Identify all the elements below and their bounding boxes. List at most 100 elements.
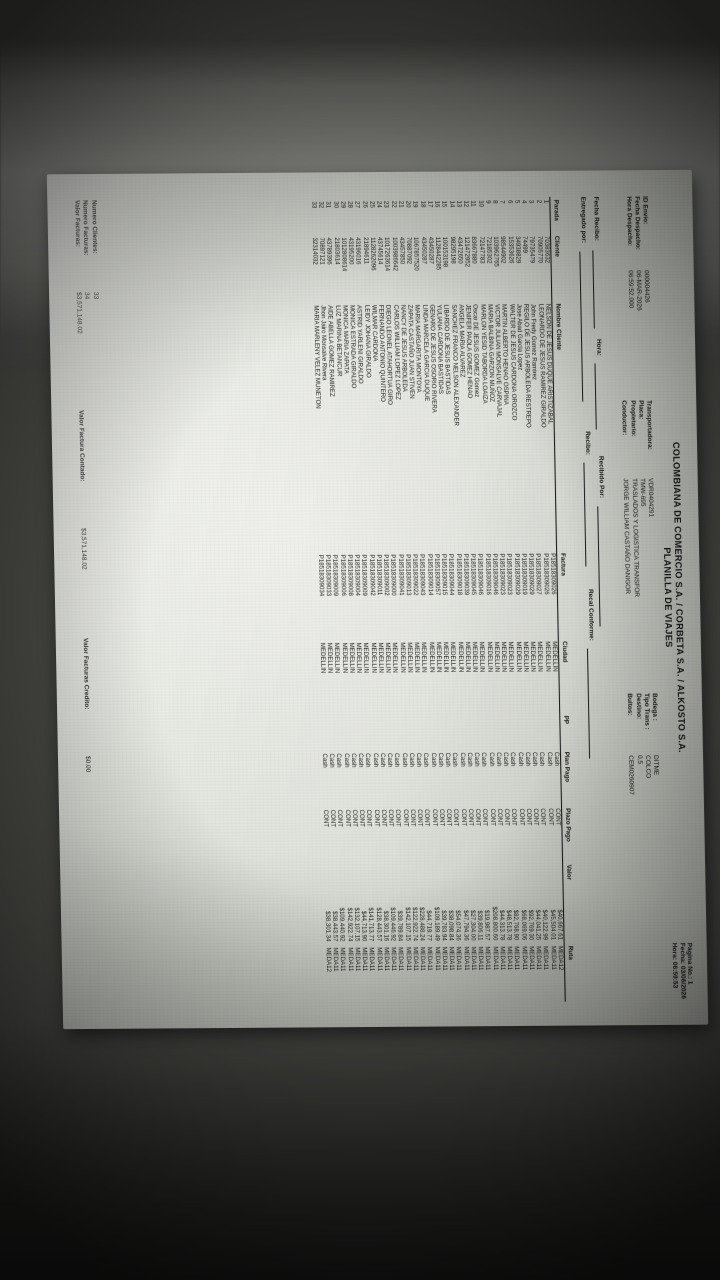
cell-pp (494, 713, 502, 749)
cell-pp (523, 713, 531, 749)
hora-despacho-label: Hora Despacho: (624, 196, 633, 247)
cell-parada: 9 (484, 200, 492, 204)
cell-parada: 21 (397, 200, 405, 208)
cell-ruta: MEDA11 (404, 946, 412, 971)
cell-pp (501, 713, 509, 749)
cell-plan-pago: Cash (386, 752, 394, 768)
fecha-despacho-label: Fecha Despacho: (633, 196, 642, 251)
cell-plazo-pago: CONT (488, 808, 497, 826)
cell-plan-pago: Cash (378, 753, 387, 768)
cell-cliente: 43457850 (398, 236, 406, 265)
cell-plan-pago: Cash (494, 752, 503, 767)
cell-ciudad: MEDELLIN (318, 642, 327, 674)
cell-parada: 33 (310, 201, 318, 209)
cell-pp (508, 713, 516, 749)
cell-valor: $40,667.61 (555, 909, 564, 940)
cell-parada: 23 (382, 200, 390, 208)
cell-plan-pago: Cash (349, 753, 358, 768)
col-header-ruta: Ruta (564, 942, 576, 1002)
cell-pp (552, 713, 560, 749)
cell-ruta: MEDA11 (418, 946, 427, 971)
cell-pp (356, 714, 364, 750)
cell-ruta: MEDA11 (440, 946, 449, 971)
transportadora-label: Transportadora: (645, 400, 654, 450)
recibo-line[interactable] (583, 462, 594, 567)
cell-parada: 7 (498, 200, 506, 204)
conductor-label: Conductor: (620, 400, 629, 436)
cell-plan-pago: Cash (371, 753, 379, 768)
recibido-por-line[interactable] (597, 506, 608, 627)
cell-plan-pago: Cash (516, 752, 524, 767)
cell-cliente: 32314032 (311, 237, 319, 265)
cell-parada: 11 (469, 200, 477, 207)
doc-date-value: 03/06/2026 (678, 965, 687, 999)
cell-ciudad: MEDELLIN (376, 642, 385, 673)
cell-ciudad: MEDELLIN (434, 641, 443, 673)
cell-plazo-pago: CONT (329, 809, 337, 828)
cell-pp (436, 713, 444, 749)
cell-plan-pago: Cash (523, 751, 532, 767)
cell-plazo-pago: CONT (517, 808, 526, 826)
cell-plazo-pago: CONT (430, 809, 439, 827)
cell-plan-pago: Cash (502, 752, 510, 767)
cell-ciudad: MEDELLIN (463, 641, 472, 673)
cell-ruta: MEDA11 (498, 946, 507, 971)
cell-ruta: MEDA12 (556, 945, 565, 971)
cell-valor: $40,122.99 (541, 909, 550, 941)
cell-cliente: 70905770 (535, 235, 544, 264)
cell-ruta: MEDA11 (476, 946, 485, 971)
cell-plazo-pago: CONT (416, 809, 424, 827)
cell-plazo-pago: CONT (409, 809, 417, 827)
cell-pp (363, 714, 371, 750)
page-label: Página No.: (685, 942, 694, 979)
cell-plan-pago: Cash (407, 752, 416, 768)
cell-ciudad: MEDELLIN (543, 641, 552, 672)
cell-ruta: MEDA11 (462, 946, 470, 971)
cell-cliente: 1128262096 (369, 237, 377, 271)
cell-parada: 24 (375, 200, 383, 208)
cell-parada: 22 (390, 200, 398, 208)
cell-plazo-pago: CONT (459, 808, 468, 827)
cell-parada: 4 (520, 199, 528, 204)
cell-parada: 6 (506, 200, 514, 204)
cell-parada: 25 (368, 201, 376, 208)
cell-pp (545, 713, 553, 749)
shadow-bottom (0, 1020, 720, 1280)
valor-credito-value: $0.00 (83, 755, 91, 773)
cell-plan-pago: Cash (357, 753, 365, 768)
cell-valor: $45,504.01 (548, 909, 557, 941)
doc-date-label: Fecha: (678, 942, 686, 965)
cell-valor: $109,189.49 (432, 906, 441, 941)
cell-valor: $128,443.57 (374, 907, 383, 942)
fecha-recibo-line[interactable] (592, 250, 602, 329)
signature-block: Fecha Recibo: Hora: Recibido Por: Entreg… (574, 196, 611, 759)
cell-pp (421, 714, 429, 750)
col-header-cliente: Cliente (550, 232, 563, 301)
cell-ciudad: MEDELLIN (550, 641, 559, 672)
entregado-por-line[interactable] (579, 251, 591, 402)
cell-ruta: MEDA11 (375, 947, 383, 972)
hora-line[interactable] (594, 363, 604, 430)
cell-valor: $109,440.92 (338, 907, 347, 942)
cell-cliente: 15353626 (506, 236, 515, 264)
col-header-plazo-pago: Plazo Pago (561, 805, 574, 862)
cell-cliente: 1003986642 (390, 237, 399, 271)
cell-ruta: MEDA11 (491, 946, 499, 971)
cell-parada: 15 (440, 200, 448, 208)
cell-pp (479, 713, 487, 749)
cell-parada: 13 (455, 200, 463, 208)
cell-parada: 2 (535, 199, 543, 204)
cell-parada: 5 (513, 200, 521, 204)
cell-parada: 8 (491, 200, 499, 204)
cell-plan-pago: Cash (400, 752, 408, 768)
cell-parada: 14 (448, 200, 456, 208)
cell-parada: 19 (411, 200, 419, 208)
num-facturas-label: Numero Facturas: (81, 200, 90, 256)
cell-plan-pago: Cash (552, 751, 561, 767)
cell-ruta: MEDA11 (331, 947, 340, 972)
recal-conforme-line[interactable] (586, 648, 598, 759)
cell-plan-pago: Cash (465, 752, 474, 767)
cell-parada: 32 (317, 201, 325, 209)
cell-pp (407, 714, 415, 750)
cell-plazo-pago: CONT (554, 808, 562, 826)
